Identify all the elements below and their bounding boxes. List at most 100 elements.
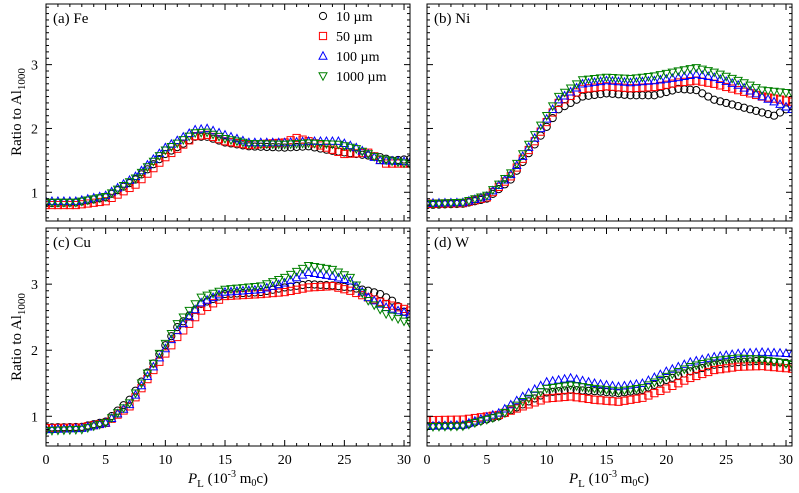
data-point: [440, 197, 450, 207]
data-point: [393, 158, 403, 168]
data-point: [692, 365, 701, 374]
data-point: [679, 365, 690, 375]
data-point: [541, 384, 552, 394]
data-point: [625, 379, 636, 389]
data-point: [523, 394, 534, 404]
data-point: [427, 423, 432, 433]
data-point: [286, 286, 295, 296]
data-point: [321, 269, 332, 279]
data-point: [369, 301, 380, 311]
data-point: [751, 84, 761, 94]
data-point: [481, 415, 492, 425]
data-point: [751, 357, 761, 366]
data-point: [427, 200, 432, 210]
data-point: [47, 198, 57, 208]
data-point: [202, 128, 212, 138]
data-point: [721, 349, 732, 359]
data-point: [620, 396, 629, 405]
data-point: [619, 380, 630, 390]
data-point: [53, 195, 63, 205]
data-point: [316, 141, 325, 150]
data-point: [739, 79, 749, 89]
data-point: [303, 261, 314, 271]
data-point: [673, 72, 684, 82]
data-point: [722, 359, 731, 368]
data-point: [292, 285, 301, 294]
data-point: [118, 404, 129, 414]
data-point: [321, 140, 332, 150]
data-point: [535, 388, 546, 398]
data-point: [226, 286, 236, 296]
data-point: [716, 365, 725, 374]
data-point: [387, 312, 397, 322]
data-point: [440, 422, 450, 432]
panel-3: 0 5 10 15 20 25 30 1 2 3 (c) Cu: [31, 227, 411, 468]
data-point: [267, 140, 278, 150]
data-point: [595, 76, 606, 86]
data-point: [47, 426, 57, 436]
data-point: [357, 286, 368, 296]
data-point: [745, 355, 755, 365]
legend-entry: 10 µm: [336, 10, 373, 25]
data-point: [196, 293, 206, 303]
data-point: [89, 198, 98, 207]
data-point: [583, 75, 594, 85]
data-point: [476, 417, 486, 427]
data-point: [70, 423, 81, 433]
data-point: [769, 87, 779, 97]
data-point: [608, 82, 617, 91]
data-point: [184, 311, 195, 321]
labels-layer: 10 µm 50 µm 100 µm 1000 µm Ratio to Al1000 Ra…: [9, 10, 649, 490]
data-point: [334, 283, 343, 292]
data-point: [124, 399, 135, 409]
data-point: [667, 370, 678, 380]
data-point: [167, 341, 176, 350]
data-point: [346, 149, 355, 158]
data-point: [769, 357, 779, 367]
data-point: [686, 367, 695, 376]
data-point: [94, 420, 105, 430]
data-point: [547, 104, 558, 114]
data-point: [328, 145, 337, 154]
data-point: [734, 102, 743, 111]
data-point: [95, 197, 104, 207]
data-point: [161, 341, 170, 350]
data-point: [399, 306, 409, 316]
data-point: [375, 298, 386, 308]
data-point: [763, 109, 773, 119]
data-point: [291, 140, 302, 150]
data-point: [685, 70, 696, 79]
data-point: [614, 83, 623, 92]
data-point: [542, 394, 551, 403]
data-point: [148, 361, 159, 371]
x-axis-title: PL (10-3 m0c): [187, 469, 268, 490]
data-point: [644, 83, 653, 92]
data-point: [745, 81, 755, 91]
data-point: [745, 85, 755, 95]
data-point: [686, 373, 695, 383]
data-point: [124, 178, 135, 188]
data-point: [279, 273, 290, 283]
data-point: [775, 98, 785, 108]
data-point: [697, 70, 708, 79]
data-point: [686, 85, 695, 94]
data-point: [280, 143, 289, 152]
series-circle: [427, 356, 792, 431]
data-point: [53, 200, 63, 210]
data-point: [464, 417, 474, 427]
panel-markers: [46, 123, 410, 210]
data-point: [309, 268, 320, 277]
data-point: [715, 356, 726, 366]
data-point: [285, 270, 296, 280]
data-point: [734, 358, 743, 367]
data-point: [464, 197, 474, 206]
data-point: [565, 381, 576, 391]
data-point: [53, 426, 63, 436]
data-point: [739, 82, 749, 92]
data-point: [82, 424, 93, 434]
data-point: [304, 283, 313, 292]
data-point: [571, 382, 582, 392]
data-point: [787, 361, 792, 370]
data-point: [631, 76, 642, 86]
data-point: [53, 198, 63, 208]
